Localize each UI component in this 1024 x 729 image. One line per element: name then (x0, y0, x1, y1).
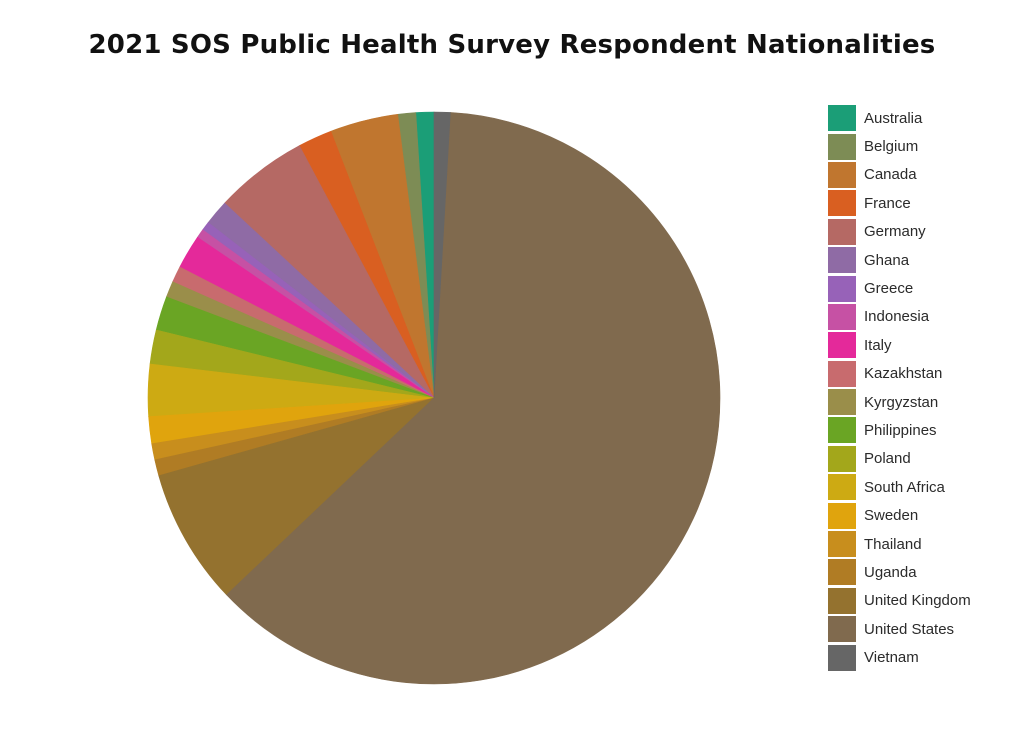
legend-label: Canada (864, 166, 917, 184)
legend-label: United Kingdom (864, 592, 971, 610)
legend-label: Kyrgyzstan (864, 393, 939, 411)
legend-label: Vietnam (864, 649, 919, 667)
legend-item-philippines: Philippines (828, 416, 971, 444)
legend-label: Uganda (864, 563, 917, 581)
legend-item-thailand: Thailand (828, 530, 971, 558)
legend-label: Australia (864, 109, 923, 127)
legend-label: Italy (864, 336, 892, 354)
legend-swatch (828, 587, 856, 614)
legend-label: Germany (864, 223, 926, 241)
legend-item-poland: Poland (828, 445, 971, 473)
legend-item-south-africa: South Africa (828, 473, 971, 501)
legend-item-uganda: Uganda (828, 558, 971, 586)
legend-label: United States (864, 620, 955, 638)
legend-item-australia: Australia (828, 104, 971, 132)
legend-swatch (828, 190, 856, 217)
legend-label: Thailand (864, 535, 922, 553)
legend-swatch (828, 389, 856, 416)
pie-slices (147, 111, 721, 685)
legend-swatch (828, 531, 856, 558)
legend: Australia Belgium Canada France Germany Ghana… (828, 104, 971, 672)
legend-swatch (828, 616, 856, 643)
legend-label: Sweden (864, 507, 919, 525)
legend-item-france: France (828, 189, 971, 217)
legend-label: France (864, 194, 911, 212)
legend-swatch (828, 303, 856, 330)
legend-swatch (828, 332, 856, 359)
legend-item-united-kingdom: United Kingdom (828, 587, 971, 615)
legend-label: Ghana (864, 251, 910, 269)
legend-item-italy: Italy (828, 331, 971, 359)
legend-item-vietnam: Vietnam (828, 643, 971, 671)
legend-label: Philippines (864, 421, 937, 439)
legend-swatch (828, 105, 856, 132)
legend-item-greece: Greece (828, 274, 971, 302)
legend-item-belgium: Belgium (828, 132, 971, 160)
legend-label: Poland (864, 450, 911, 468)
legend-item-canada: Canada (828, 161, 971, 189)
legend-item-indonesia: Indonesia (828, 303, 971, 331)
legend-item-united-states: United States (828, 615, 971, 643)
legend-label: Kazakhstan (864, 365, 943, 383)
chart-title: 2021 SOS Public Health Survey Respondent… (88, 30, 936, 60)
legend-item-kyrgyzstan: Kyrgyzstan (828, 388, 971, 416)
legend-item-germany: Germany (828, 218, 971, 246)
legend-swatch (828, 417, 856, 444)
legend-swatch (828, 218, 856, 245)
legend-label: Belgium (864, 138, 919, 156)
pie-slice-vietnam (433, 111, 451, 399)
legend-swatch (828, 474, 856, 501)
legend-label: Indonesia (864, 308, 930, 326)
pie-slice-united-kingdom (158, 397, 435, 596)
legend-swatch (828, 559, 856, 586)
legend-swatch (828, 133, 856, 160)
legend-swatch (828, 275, 856, 302)
pie-slice-united-states (226, 112, 721, 685)
legend-item-kazakhstan: Kazakhstan (828, 360, 971, 388)
legend-swatch (828, 161, 856, 188)
legend-swatch (828, 247, 856, 274)
legend-label: South Africa (864, 478, 945, 496)
legend-item-ghana: Ghana (828, 246, 971, 274)
legend-swatch (828, 502, 856, 529)
legend-item-sweden: Sweden (828, 501, 971, 529)
legend-swatch (828, 360, 856, 387)
legend-swatch (828, 445, 856, 472)
legend-label: Greece (864, 280, 914, 298)
legend-swatch (828, 644, 856, 671)
